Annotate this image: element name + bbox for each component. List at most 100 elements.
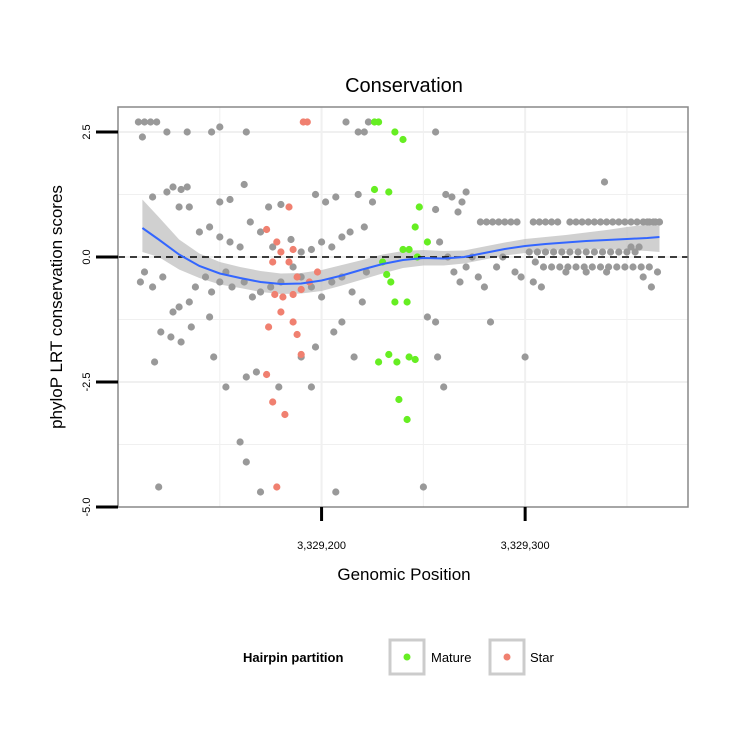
point-mature (385, 350, 393, 359)
point-mature (391, 298, 399, 306)
point-star (289, 245, 297, 254)
smooth-ribbon-group (142, 199, 660, 294)
point-other (633, 218, 641, 226)
point-other (338, 233, 346, 241)
point-other (330, 328, 338, 336)
point-star (263, 225, 271, 234)
point-other (328, 243, 336, 251)
legend-label-mature: Mature (431, 650, 471, 665)
point-other (175, 203, 183, 211)
points-group (134, 118, 664, 496)
point-other (265, 203, 273, 211)
point-other (578, 218, 586, 226)
point-mature (415, 203, 423, 211)
point-mature (399, 135, 407, 144)
point-star (281, 410, 289, 419)
y-tick-label: -2.5 (81, 373, 93, 392)
point-other (163, 188, 171, 196)
point-other (462, 263, 470, 271)
point-other (615, 248, 623, 256)
point-other (256, 228, 265, 236)
y-tick-label: -5.0 (81, 498, 93, 517)
point-other (267, 283, 275, 291)
point-star (271, 290, 279, 299)
point-other (613, 263, 621, 271)
smooth-ribbon (142, 199, 660, 294)
point-star (297, 350, 305, 359)
point-other (151, 358, 159, 366)
point-other (256, 288, 265, 296)
point-other (462, 188, 470, 196)
point-other (177, 185, 185, 194)
point-other (529, 278, 537, 286)
point-mature (423, 238, 431, 246)
point-other (342, 118, 350, 126)
point-star (289, 290, 297, 299)
point-other (655, 218, 664, 226)
point-mature (399, 245, 407, 254)
point-other (318, 238, 326, 246)
point-other (216, 278, 224, 286)
point-other (311, 190, 320, 199)
point-other (637, 263, 645, 271)
legend-entry-mature: Mature (388, 638, 471, 676)
point-other (136, 278, 144, 286)
point-star (263, 370, 271, 379)
legend-title: Hairpin partition (243, 650, 343, 665)
point-star (265, 323, 273, 331)
y-axis-title: phyloP LRT conservation scores (47, 185, 66, 429)
point-mature (375, 358, 383, 366)
point-other (621, 263, 629, 271)
point-other (639, 273, 647, 281)
point-other (206, 313, 214, 321)
y-tick-label: 2.5 (81, 124, 93, 139)
point-other (482, 218, 491, 226)
point-other (134, 118, 142, 126)
point-other (582, 248, 590, 256)
point-other (175, 303, 183, 311)
point-other (548, 218, 556, 226)
point-other (531, 258, 539, 266)
point-other (210, 353, 218, 361)
point-other (456, 278, 464, 286)
point-mature (393, 358, 401, 366)
point-other (350, 353, 358, 361)
point-other (554, 218, 562, 226)
point-star (297, 285, 305, 294)
point-star (269, 398, 277, 406)
point-other (537, 283, 546, 291)
point-other (183, 183, 191, 191)
point-other (615, 218, 623, 226)
point-other (423, 313, 431, 321)
point-other (222, 383, 230, 391)
point-other (489, 218, 497, 226)
point-other (236, 243, 244, 251)
point-other (138, 133, 146, 141)
point-other (297, 248, 305, 256)
point-other (246, 218, 254, 226)
point-other (140, 118, 149, 126)
point-other (185, 298, 193, 306)
point-other (448, 193, 456, 201)
x-tick-label: 3,329,200 (297, 540, 346, 552)
point-other (368, 198, 377, 206)
point-other (603, 218, 611, 226)
point-other (364, 118, 372, 126)
point-other (149, 283, 157, 291)
legend-entry-star: Star (488, 638, 555, 676)
point-other (450, 268, 458, 276)
point-other (362, 268, 370, 276)
point-other (201, 273, 210, 281)
point-mature (375, 118, 383, 126)
point-other (307, 383, 315, 391)
point-other (590, 218, 599, 226)
point-star (285, 203, 293, 211)
point-star (285, 258, 293, 266)
point-other (493, 263, 501, 271)
x-axis-title: Genomic Position (337, 565, 470, 584)
point-other (185, 203, 193, 211)
point-other (216, 198, 224, 206)
point-other (432, 318, 440, 326)
point-other (645, 263, 653, 271)
point-other (495, 218, 503, 226)
